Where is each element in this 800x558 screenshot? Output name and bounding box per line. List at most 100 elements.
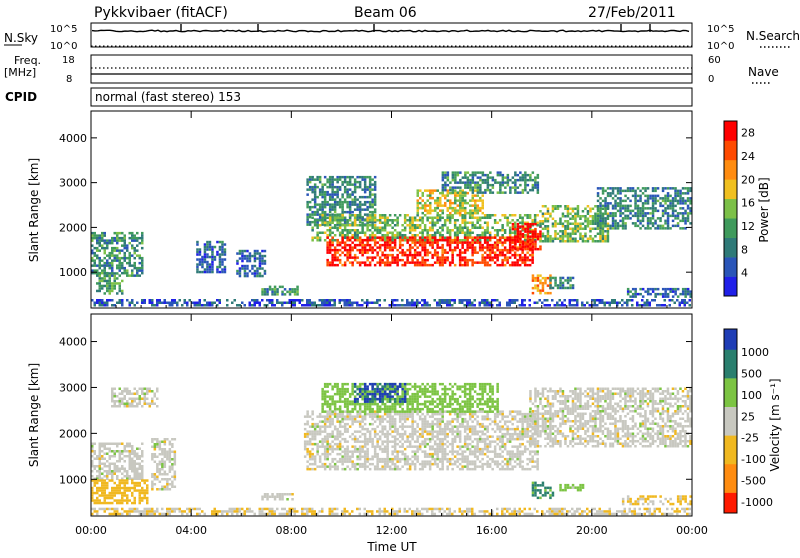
power-panel-cell <box>364 302 367 305</box>
power-panel-cell <box>597 220 600 223</box>
power-panel-cell <box>94 247 97 250</box>
power-panel-cell <box>504 232 507 235</box>
velocity-panel-cell <box>151 438 154 441</box>
velocity-panel-cell <box>326 413 329 416</box>
power-panel-cell <box>549 238 552 241</box>
power-panel-cell <box>619 205 622 208</box>
velocity-panel-cell <box>389 458 392 461</box>
power-panel-cell <box>607 230 610 233</box>
power-panel-cell <box>634 190 637 193</box>
power-panel-cell <box>329 178 332 181</box>
power-panel-cell <box>569 302 572 305</box>
power-panel-cell <box>421 299 424 302</box>
power-panel-cell <box>164 302 167 305</box>
power-panel-cell <box>254 304 257 307</box>
power-panel-cell <box>491 214 494 217</box>
power-panel-cell <box>657 227 660 230</box>
power-panel-cell <box>314 188 317 191</box>
velocity-panel-cell <box>119 388 122 391</box>
power-panel-cell <box>181 304 184 307</box>
velocity-panel-cell <box>394 413 397 416</box>
power-panel-cell <box>642 187 645 190</box>
power-panel-cell <box>114 280 117 283</box>
power-panel-cell <box>379 249 382 252</box>
velocity-panel-cell <box>339 420 342 423</box>
power-panel-cell <box>562 213 565 216</box>
power-panel-cell <box>472 199 475 202</box>
velocity-panel-cell <box>344 430 347 433</box>
velocity-panel-cell <box>146 393 149 396</box>
power-panel-cell <box>599 202 602 205</box>
power-panel-cell <box>331 216 334 219</box>
power-panel-cell <box>629 299 632 302</box>
power-panel-cell <box>589 220 592 223</box>
power-panel-cell <box>517 233 520 236</box>
power-panel-cell <box>336 196 339 199</box>
power-panel-cell <box>321 183 324 186</box>
power-panel-cell <box>354 217 357 220</box>
power-panel-cell <box>449 204 452 207</box>
power-panel-cell <box>294 293 297 296</box>
power-panel-cell <box>344 227 347 230</box>
power-panel-cell <box>364 188 367 191</box>
power-panel-cell <box>216 253 219 256</box>
power-panel-cell <box>416 251 419 254</box>
power-panel-cell <box>611 299 614 302</box>
velocity-panel-cell <box>386 413 389 416</box>
power-panel-cell <box>469 174 472 177</box>
velocity-panel-cell <box>99 468 102 471</box>
power-panel-cell <box>597 228 600 231</box>
velocity-panel-cell <box>119 492 122 495</box>
power-panel-cell <box>627 288 630 291</box>
power-panel-cell <box>364 239 367 242</box>
power-panel-cell <box>446 229 449 232</box>
velocity-panel-cell <box>354 430 357 433</box>
power-panel-cell <box>442 179 445 182</box>
power-panel-cell <box>646 304 649 307</box>
power-panel-cell <box>369 181 372 184</box>
power-panel-cell <box>141 239 144 242</box>
power-panel-cell <box>511 241 514 244</box>
power-panel-cell <box>506 259 509 262</box>
power-panel-cell <box>604 190 607 193</box>
power-panel-cell <box>406 241 409 244</box>
power-panel-cell <box>496 232 499 235</box>
power-panel-cell <box>429 204 432 207</box>
power-panel-cell <box>624 207 627 210</box>
velocity-panel-cell <box>384 425 387 428</box>
velocity-panel-region <box>91 443 144 481</box>
power-panel-cell <box>609 192 612 195</box>
power-panel-cell <box>101 269 104 272</box>
power-panel-cell <box>466 259 469 262</box>
power-panel-cell <box>436 302 439 305</box>
power-panel-cell <box>552 238 555 241</box>
velocity-panel-cell <box>386 438 389 441</box>
power-panel-cell <box>497 171 500 174</box>
velocity-panel-cell <box>391 460 394 463</box>
power-panel-cell <box>326 217 329 220</box>
power-panel-cell <box>472 171 475 174</box>
power-panel-cell <box>507 174 510 177</box>
power-panel-cell <box>511 299 514 302</box>
power-panel-cell <box>419 239 422 242</box>
power-panel-cell <box>614 225 617 228</box>
power-panel-cell <box>689 187 692 190</box>
power-panel-cell <box>369 214 372 217</box>
power-panel-cell <box>354 183 357 186</box>
power-panel-cell <box>411 219 414 222</box>
power-panel-cell <box>306 193 309 196</box>
power-panel-cell <box>401 237 404 240</box>
power-panel-cell <box>652 225 655 228</box>
power-panel-cell <box>432 197 435 200</box>
power-panel-cell <box>374 208 377 211</box>
velocity-panel-cell <box>151 400 154 403</box>
velocity-panel-cell <box>119 443 122 446</box>
power-panel-cell <box>669 195 672 198</box>
power-panel-cell <box>129 259 132 262</box>
power-panel-cell <box>479 184 482 187</box>
power-panel-cell <box>684 210 687 213</box>
power-panel-cell <box>439 202 442 205</box>
power-panel-cell <box>321 203 324 206</box>
power-panel-cell <box>351 203 354 206</box>
power-panel-cell <box>624 225 627 228</box>
